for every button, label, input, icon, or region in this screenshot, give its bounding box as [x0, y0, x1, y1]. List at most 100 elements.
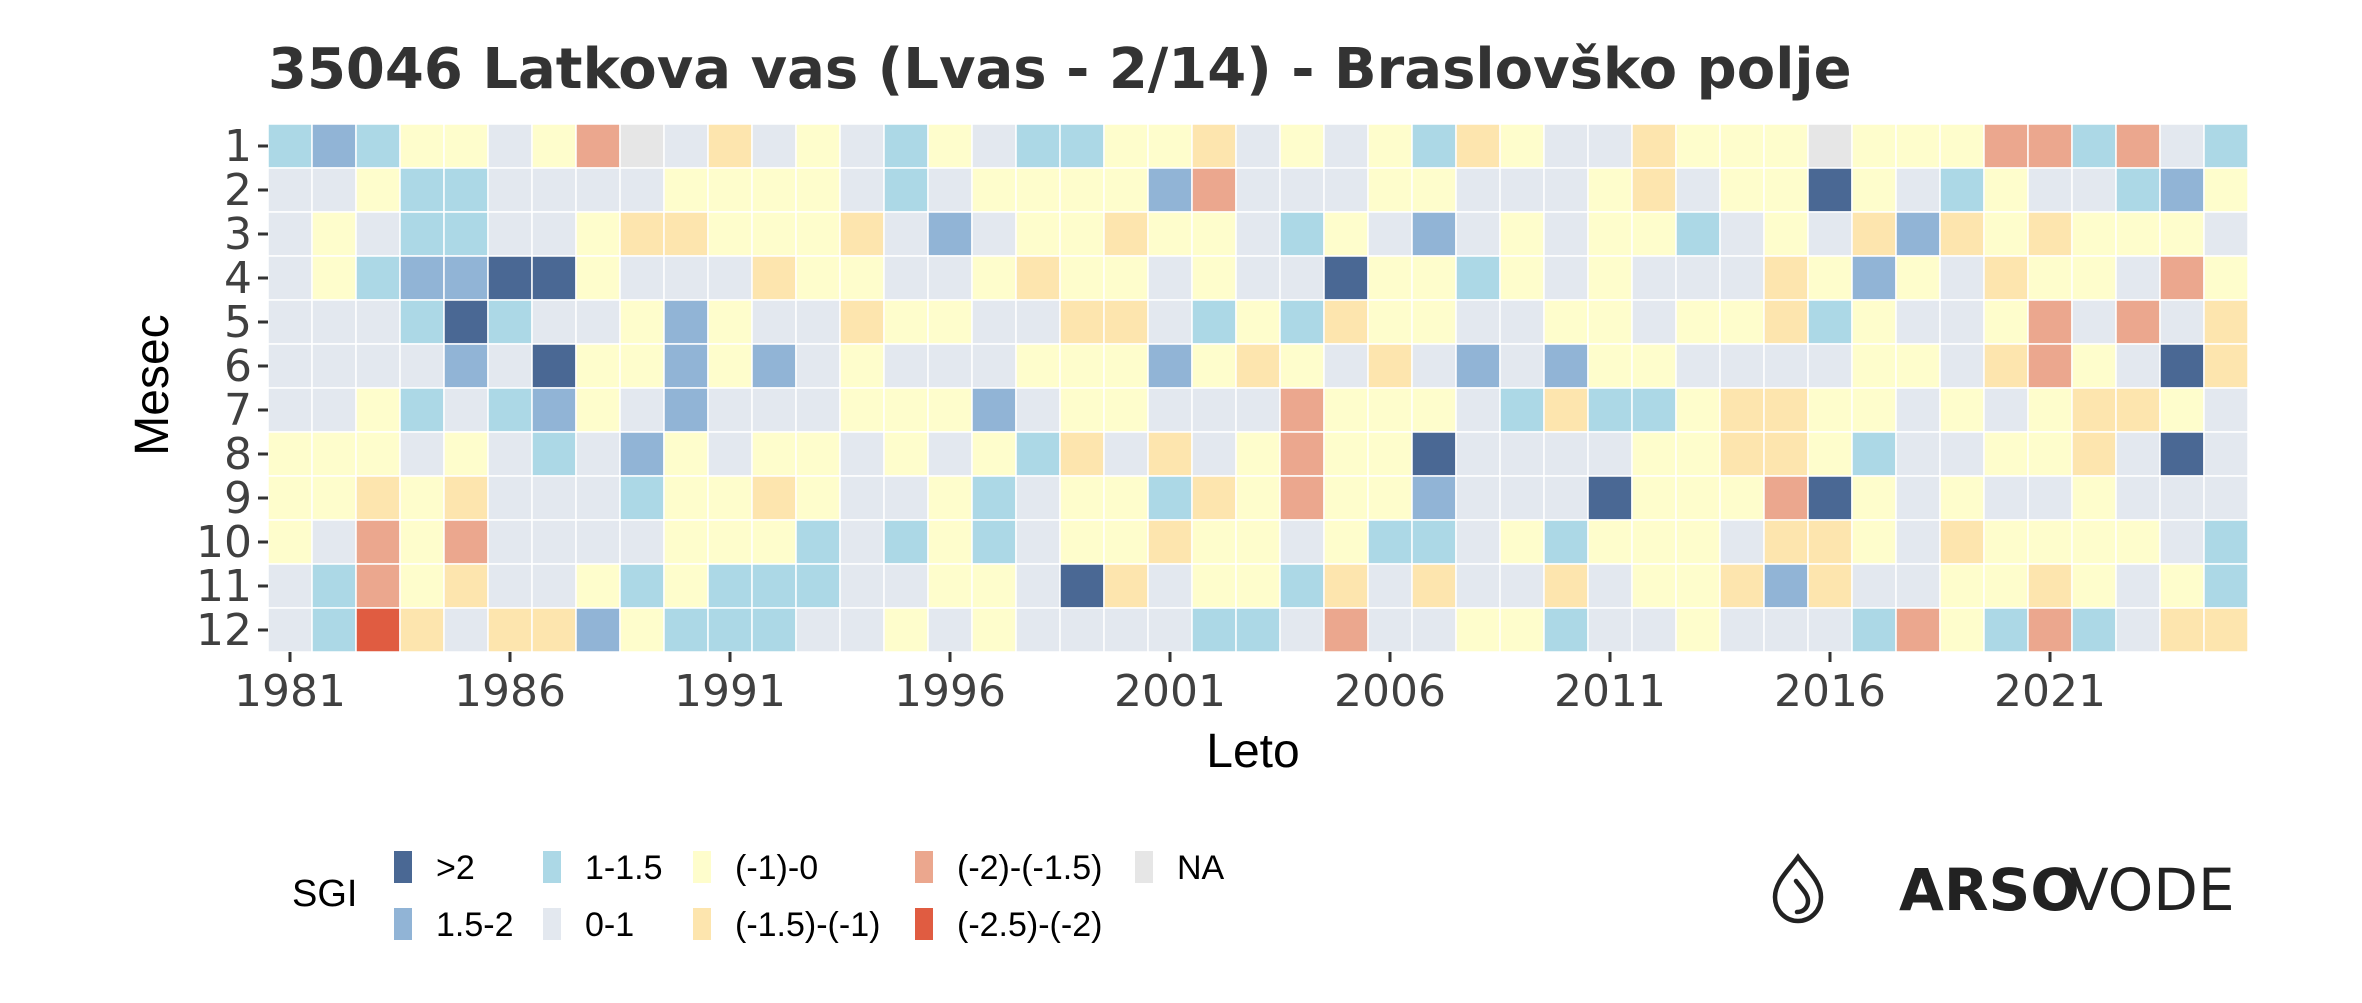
heatmap-cell — [1191, 255, 1237, 301]
heatmap-cell — [1367, 167, 1413, 213]
heatmap-cell — [1675, 211, 1721, 257]
heatmap-cell — [443, 475, 489, 521]
heatmap-cell — [1895, 255, 1941, 301]
heatmap-cell — [927, 299, 973, 345]
heatmap-cell — [1719, 255, 1765, 301]
heatmap-cell — [1323, 123, 1369, 169]
legend-label: (-1)-0 — [735, 849, 818, 887]
heatmap-cell — [267, 167, 313, 213]
heatmap-cell — [927, 563, 973, 609]
heatmap-cell — [487, 211, 533, 257]
heatmap-cell — [311, 475, 357, 521]
heatmap-cell — [531, 299, 577, 345]
heatmap-cell — [1719, 563, 1765, 609]
heatmap-cell — [1675, 563, 1721, 609]
heatmap-cell — [1015, 607, 1061, 653]
heatmap-cell — [1851, 431, 1897, 477]
heatmap-cell — [1719, 431, 1765, 477]
heatmap-cell — [971, 255, 1017, 301]
heatmap-cell — [2115, 519, 2161, 565]
heatmap-cell — [707, 255, 753, 301]
heatmap-cell — [1235, 387, 1281, 433]
heatmap-cell — [619, 431, 665, 477]
heatmap-cell — [1367, 255, 1413, 301]
heatmap-cell — [1059, 563, 1105, 609]
heatmap-cell — [531, 475, 577, 521]
heatmap-cell — [927, 431, 973, 477]
heatmap-cell — [1279, 255, 1325, 301]
heatmap-cell — [707, 563, 753, 609]
heatmap-cell — [1587, 343, 1633, 389]
heatmap-cell — [1939, 255, 1985, 301]
heatmap-cell — [1675, 607, 1721, 653]
heatmap-cell — [619, 387, 665, 433]
heatmap-cell — [1543, 519, 1589, 565]
heatmap-cell — [311, 299, 357, 345]
heatmap-cell — [2071, 475, 2117, 521]
heatmap-cell — [971, 431, 1017, 477]
heatmap-cell — [1147, 167, 1193, 213]
heatmap-cell — [663, 167, 709, 213]
heatmap-cell — [1411, 299, 1457, 345]
heatmap-cell — [839, 563, 885, 609]
heatmap-cell — [1235, 255, 1281, 301]
legend-label: 1.5-2 — [436, 906, 514, 944]
heatmap-cell — [1587, 123, 1633, 169]
heatmap-cell — [2071, 255, 2117, 301]
legend-label: (-1.5)-(-1) — [735, 906, 880, 944]
heatmap-cell — [1587, 255, 1633, 301]
heatmap-cell — [1147, 255, 1193, 301]
heatmap-cell — [839, 299, 885, 345]
heatmap-cell — [1367, 607, 1413, 653]
heatmap-cell — [355, 607, 401, 653]
heatmap-cell — [487, 519, 533, 565]
heatmap-cell — [839, 255, 885, 301]
heatmap-cell — [839, 475, 885, 521]
heatmap-cell — [1015, 387, 1061, 433]
y-tick-label: 2 — [224, 165, 252, 216]
heatmap-cell — [1103, 519, 1149, 565]
heatmap-cell — [663, 387, 709, 433]
heatmap-cell — [1411, 387, 1457, 433]
heatmap-cell — [1543, 167, 1589, 213]
heatmap-cell — [1631, 167, 1677, 213]
heatmap-cell — [2203, 211, 2249, 257]
heatmap-cell — [1191, 607, 1237, 653]
heatmap-cell — [1939, 563, 1985, 609]
heatmap-cell — [1235, 607, 1281, 653]
heatmap-cell — [1895, 343, 1941, 389]
heatmap-cell — [971, 387, 1017, 433]
heatmap-cell — [575, 519, 621, 565]
legend-swatch — [915, 851, 933, 883]
heatmap-cell — [1455, 519, 1501, 565]
heatmap-cell — [883, 563, 929, 609]
heatmap-cell — [1015, 343, 1061, 389]
heatmap-cell — [2027, 123, 2073, 169]
heatmap-cell — [2027, 431, 2073, 477]
heatmap-cell — [2203, 167, 2249, 213]
heatmap-cell — [1895, 519, 1941, 565]
heatmap-cell — [1103, 211, 1149, 257]
heatmap-cell — [1807, 563, 1853, 609]
heatmap-cell — [487, 475, 533, 521]
heatmap-cell — [443, 211, 489, 257]
heatmap-cell — [839, 167, 885, 213]
arso-vode-logo: ARSO VODE — [1772, 853, 2235, 924]
heatmap-cell — [531, 255, 577, 301]
heatmap-cell — [1015, 255, 1061, 301]
heatmap-cell — [1763, 431, 1809, 477]
heatmap-cell — [1763, 255, 1809, 301]
heatmap-cell — [1939, 387, 1985, 433]
legend-swatch — [543, 908, 561, 940]
heatmap-cell — [531, 123, 577, 169]
heatmap-cell — [575, 211, 621, 257]
heatmap-cell — [355, 211, 401, 257]
heatmap-cell — [1059, 255, 1105, 301]
heatmap-cell — [2115, 431, 2161, 477]
heatmap-cell — [1895, 299, 1941, 345]
heatmap-cell — [1807, 255, 1853, 301]
heatmap-cell — [399, 519, 445, 565]
heatmap-cell — [1719, 607, 1765, 653]
heatmap-cell — [1015, 431, 1061, 477]
heatmap-cell — [795, 211, 841, 257]
